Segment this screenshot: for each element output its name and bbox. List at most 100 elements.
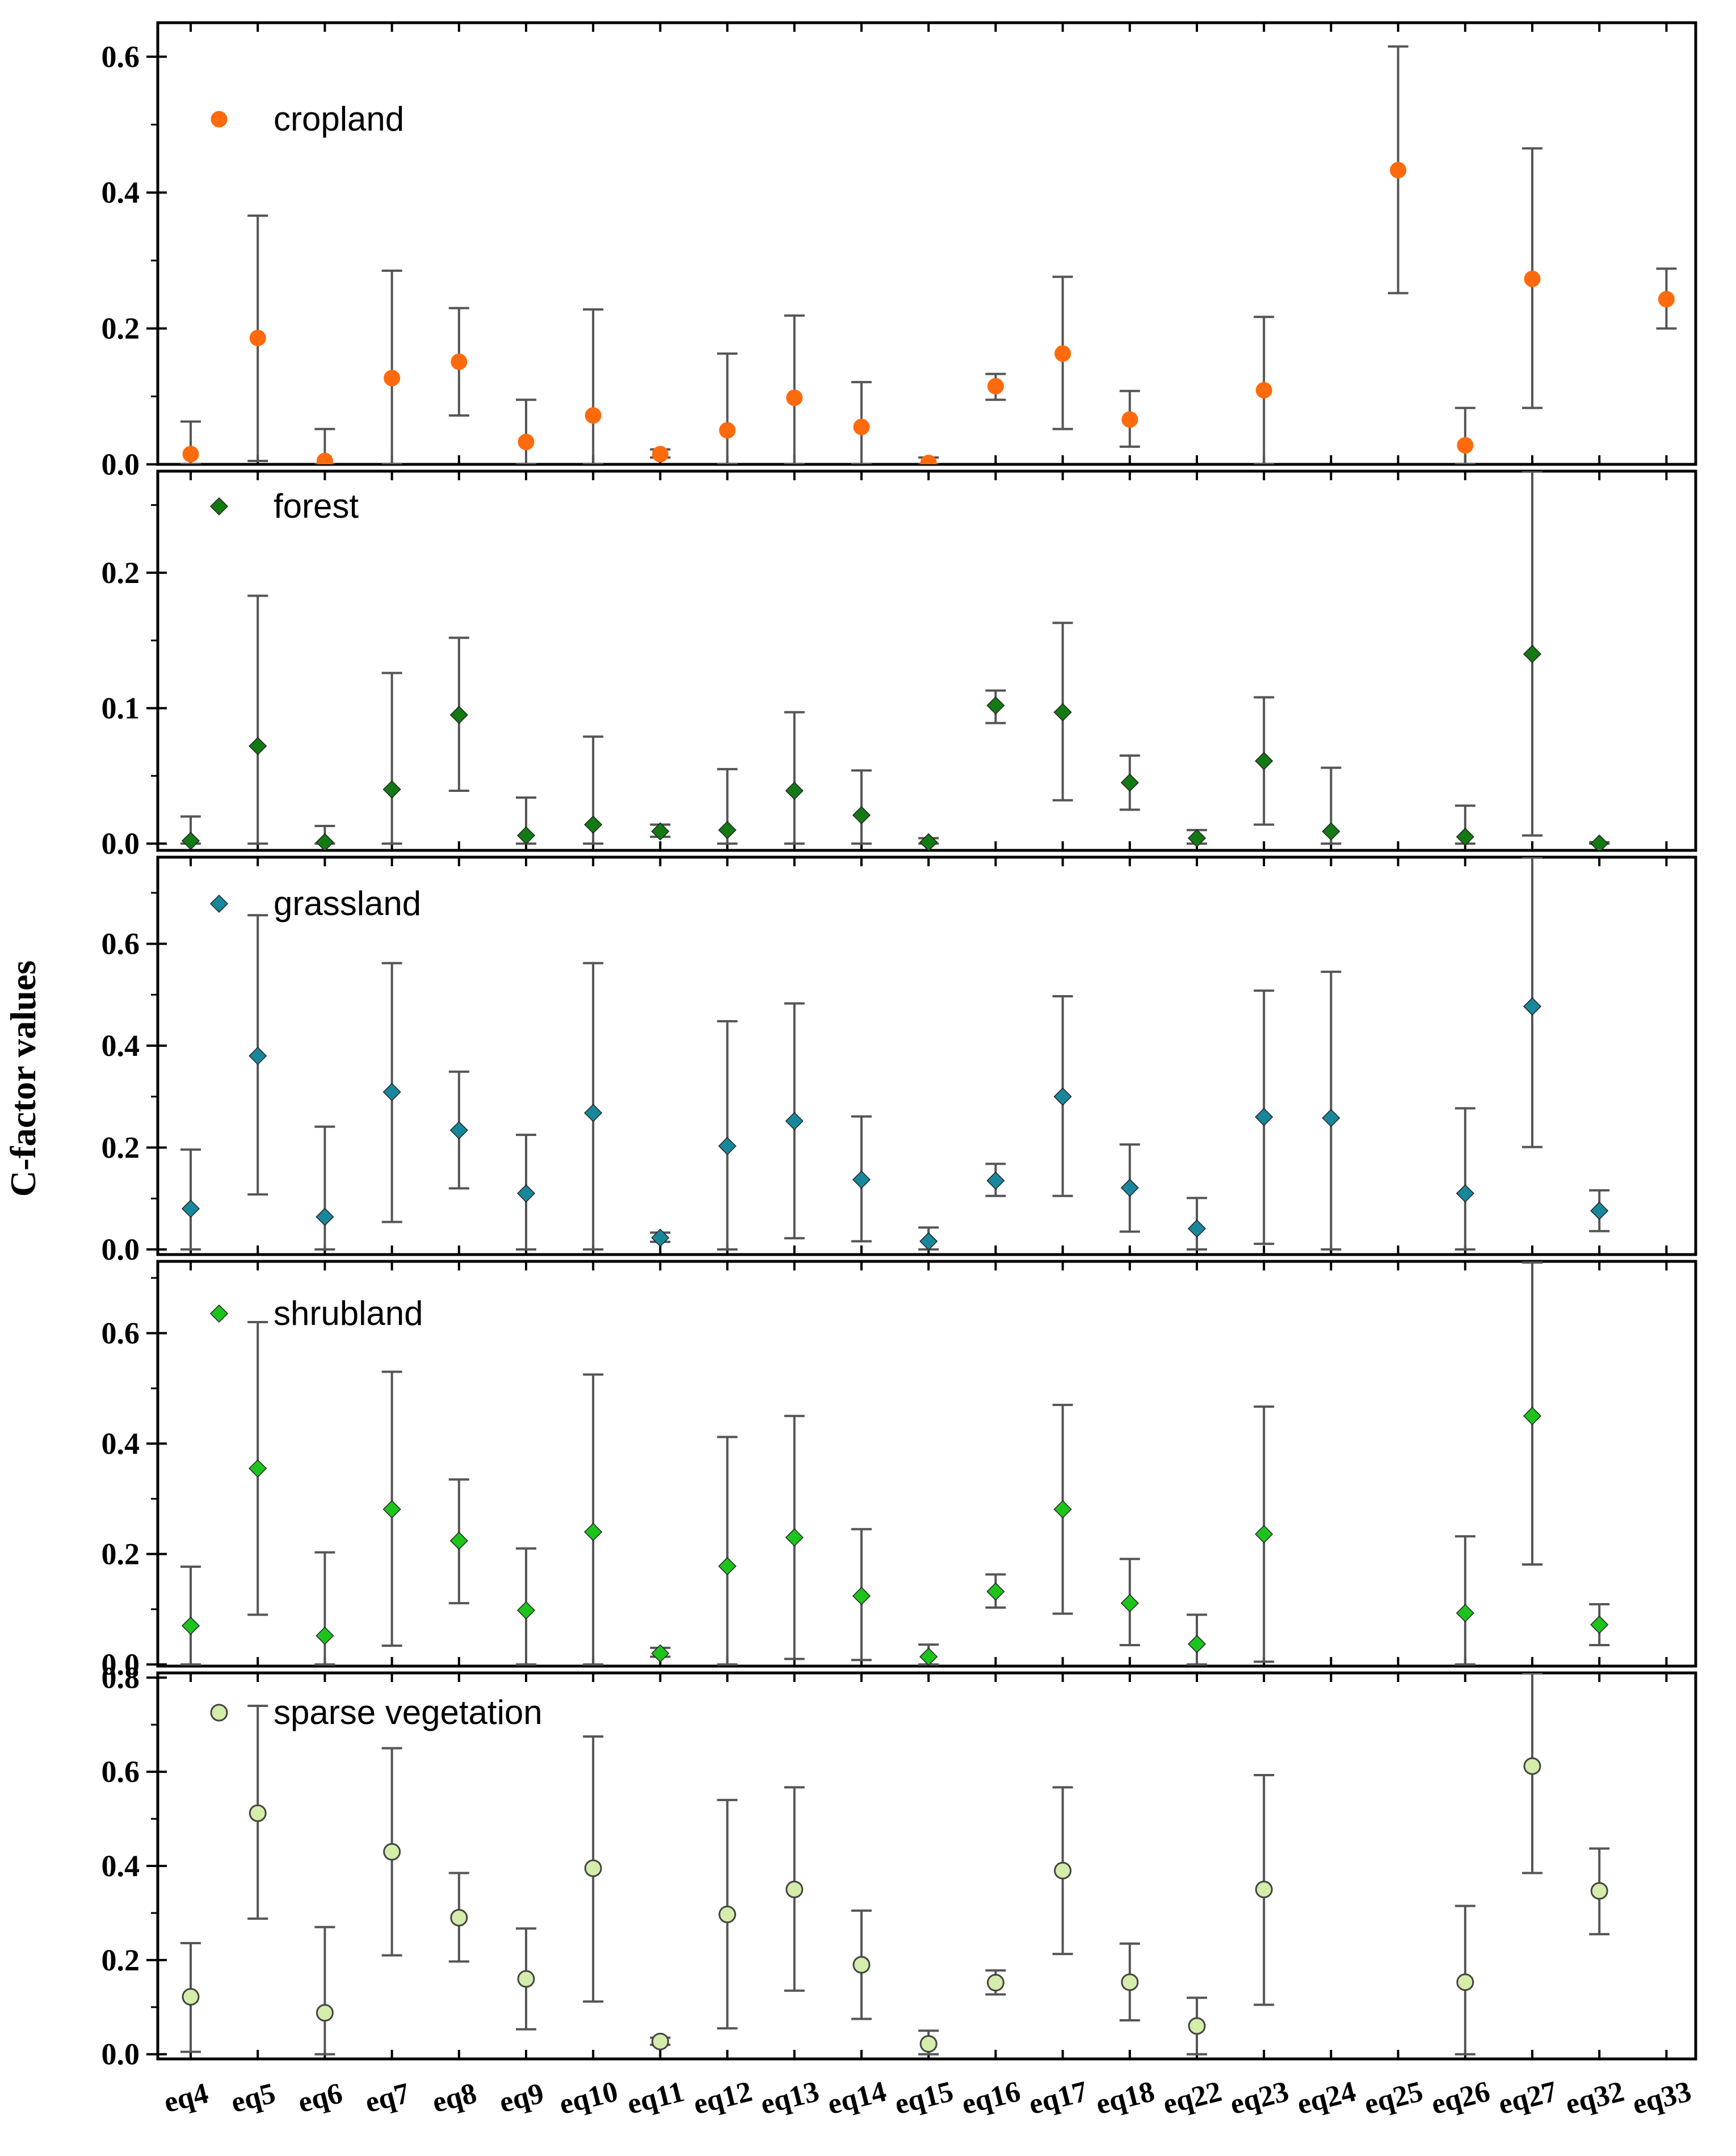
panels-group: 0.00.20.40.6cropland0.00.10.2forest0.00.…: [102, 21, 1697, 2071]
y-tick-label: 0.4: [102, 1029, 140, 1063]
data-point: [1187, 1635, 1207, 1654]
legend-label: shrubland: [274, 1294, 423, 1332]
legend-marker: [209, 497, 229, 516]
data-point: [316, 2004, 334, 2022]
data-point: [1590, 1201, 1609, 1220]
data-point: [585, 407, 602, 424]
panel-frame: [156, 469, 1697, 852]
x-tick-label: eq9: [496, 2077, 547, 2119]
data-point: [1188, 2017, 1206, 2035]
y-tick-label: 0.0: [102, 447, 140, 481]
data-point: [382, 1500, 401, 1519]
data-point: [181, 1616, 200, 1635]
data-point: [1590, 1882, 1608, 1900]
x-tick-labels: eq4 eq5 eq6 eq7 eq8 eq9 eq10 eq11 eq12 eq13 eq14 eq…: [161, 2075, 1694, 2121]
data-point: [249, 1459, 267, 1478]
x-tick-label: eq13: [757, 2075, 822, 2121]
data-point: [1187, 829, 1207, 848]
data-point: [651, 446, 669, 463]
legend-label: cropland: [274, 100, 404, 138]
data-point: [584, 1859, 602, 1877]
data-point: [450, 1908, 468, 1927]
data-point: [516, 826, 536, 845]
y-tick-label: 0.0: [102, 2037, 140, 2071]
data-point: [1524, 270, 1541, 287]
data-point: [718, 1557, 737, 1575]
data-point: [1456, 1604, 1474, 1622]
legend-label: sparse vegetation: [274, 1693, 543, 1731]
x-tick-label: eq27: [1495, 2075, 1561, 2121]
data-point: [719, 422, 736, 439]
y-tick-label: 0.2: [102, 1131, 140, 1165]
data-point: [1523, 1407, 1542, 1425]
data-point: [316, 833, 334, 850]
panel-data: [180, 1673, 1610, 2056]
x-tick-label: eq12: [690, 2075, 755, 2121]
y-tick-label: 0.6: [102, 1316, 140, 1350]
y-tick-label: 0.1: [102, 691, 140, 725]
data-point: [1120, 1594, 1139, 1613]
y-tick-label: 0.6: [102, 927, 140, 961]
data-point: [451, 353, 468, 370]
x-tick-label: eq8: [429, 2077, 480, 2119]
data-point: [1390, 162, 1407, 179]
data-point: [1590, 834, 1609, 850]
data-point: [1120, 1178, 1139, 1197]
data-point: [1322, 1109, 1340, 1127]
data-point: [382, 1083, 401, 1101]
data-point: [919, 1232, 938, 1251]
data-point: [986, 1171, 1005, 1190]
data-point: [1456, 1973, 1474, 1991]
data-point: [785, 1880, 804, 1898]
data-point: [785, 781, 804, 800]
panel-sparse-vegetation: 0.0 0.2 0.4 0.6 0.8 sparse vegetation: [102, 1660, 1697, 2071]
x-tick-label: eq24: [1294, 2075, 1359, 2121]
data-point: [1054, 1861, 1072, 1880]
data-point: [382, 780, 401, 799]
legend-marker: [209, 1304, 229, 1323]
data-point: [516, 1601, 536, 1620]
data-point: [1187, 1219, 1207, 1238]
y-tick-label: 0.6: [102, 1755, 140, 1789]
data-point: [919, 1647, 938, 1666]
y-tick-label: 0.8: [102, 1660, 140, 1694]
x-tick-label: eq5: [228, 2077, 278, 2119]
data-point: [1053, 1087, 1072, 1106]
x-tick-label: eq11: [624, 2075, 687, 2121]
y-tick-label: 0.0: [102, 827, 140, 861]
data-point: [449, 1532, 468, 1550]
data-point: [1255, 1108, 1273, 1126]
legend-marker: [211, 111, 228, 128]
data-point: [651, 1228, 670, 1247]
legend-marker: [210, 1704, 228, 1722]
data-point: [852, 1956, 871, 1974]
data-point: [1054, 345, 1071, 362]
data-point: [181, 832, 200, 850]
y-tick-label: 0.2: [102, 1943, 140, 1977]
y-tick-label: 0.0: [102, 1647, 140, 1681]
data-point: [1456, 1184, 1474, 1203]
data-point: [852, 1587, 871, 1605]
data-point: [1053, 703, 1072, 722]
data-point: [1658, 291, 1675, 308]
data-point: [1322, 822, 1340, 841]
data-point: [384, 370, 401, 387]
data-point: [1590, 1615, 1609, 1634]
data-point: [383, 1843, 401, 1861]
data-point: [316, 1207, 334, 1226]
data-point: [516, 1184, 536, 1203]
data-point: [1255, 1525, 1273, 1543]
data-point: [1255, 382, 1272, 399]
panel-grassland: 0.0 0.2 0.4 0.6 grassland: [102, 855, 1697, 1266]
data-point: [1255, 1880, 1273, 1898]
x-tick-label: eq7: [362, 2077, 413, 2119]
panel-frame: [156, 1260, 1697, 1668]
data-point: [786, 389, 803, 406]
x-tick-label: eq10: [556, 2075, 621, 2121]
panel-frame: [156, 21, 1697, 466]
y-tick-label: 0.0: [102, 1232, 140, 1266]
data-point: [182, 446, 199, 463]
data-point: [1523, 1757, 1541, 1775]
data-point: [181, 1199, 200, 1218]
data-point: [249, 1046, 267, 1066]
